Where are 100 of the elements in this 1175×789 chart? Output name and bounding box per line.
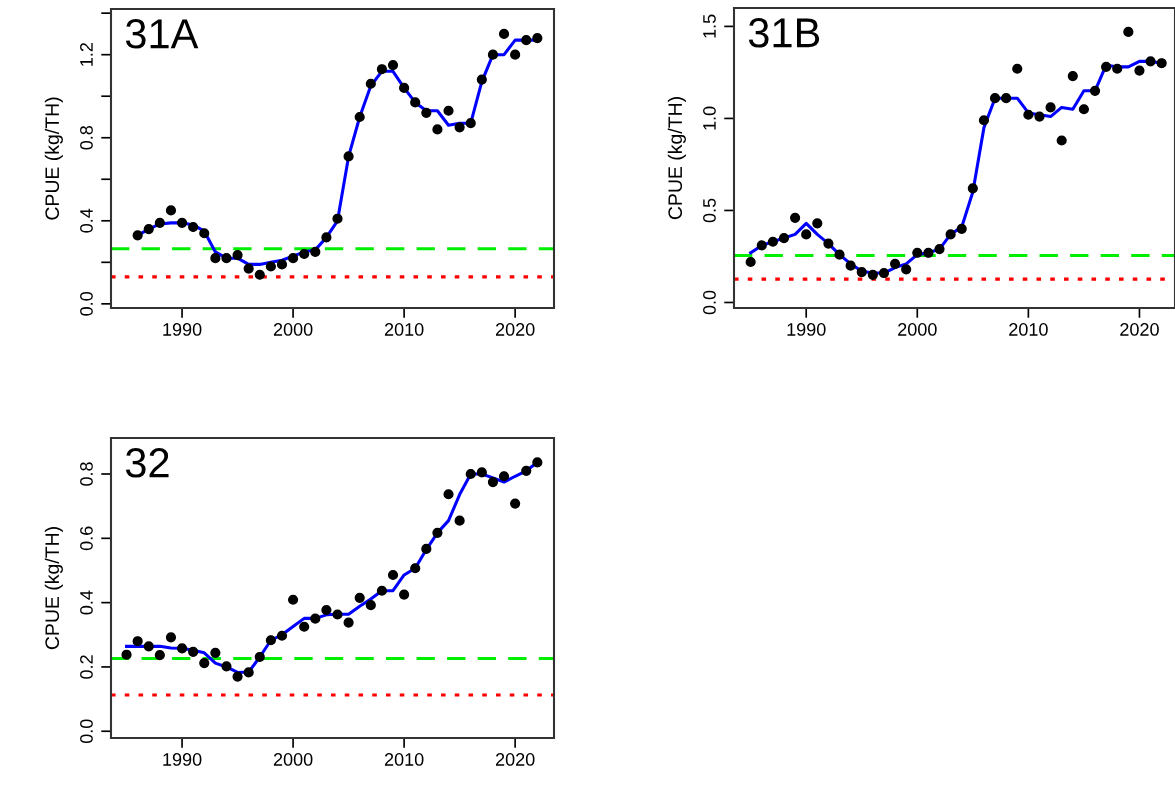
point — [154, 649, 165, 661]
point — [878, 267, 890, 279]
point — [745, 256, 756, 268]
point — [165, 205, 177, 216]
point — [521, 35, 532, 46]
point — [465, 468, 476, 480]
point — [532, 32, 543, 44]
point — [321, 604, 332, 616]
y-axis-title: CPUE (kg/TH) — [44, 97, 63, 220]
x-tick-label: 2020 — [495, 323, 535, 336]
point — [410, 97, 421, 108]
point — [912, 247, 923, 258]
point — [521, 465, 532, 476]
point — [432, 527, 443, 538]
point — [790, 212, 801, 223]
annotation: 31B — [748, 18, 820, 48]
point — [210, 647, 221, 658]
point — [399, 82, 410, 93]
point — [1089, 85, 1101, 96]
point — [176, 217, 188, 228]
y-tick-label: 0.0 — [80, 292, 93, 316]
point — [165, 632, 177, 643]
x-tick-label: 2010 — [384, 753, 424, 766]
point — [143, 641, 154, 652]
point — [310, 246, 321, 258]
y-tick-label: 0.8 — [80, 125, 93, 150]
y-tick-label: 0.6 — [80, 526, 93, 551]
point — [332, 213, 343, 224]
x-tick-label: 2000 — [273, 323, 313, 336]
y-tick-label: 0.0 — [703, 290, 716, 315]
point — [354, 111, 365, 123]
point — [421, 543, 432, 555]
x-tick-label: 1990 — [163, 323, 202, 336]
y-tick-label: 0.8 — [80, 462, 93, 486]
point — [387, 59, 399, 71]
point — [956, 223, 967, 234]
point — [221, 661, 232, 672]
point — [801, 229, 812, 240]
point — [188, 221, 199, 233]
point — [532, 457, 543, 468]
point — [1101, 61, 1112, 72]
point — [265, 635, 276, 646]
point — [254, 269, 265, 280]
point — [934, 244, 945, 255]
point — [812, 218, 823, 229]
point — [487, 49, 499, 60]
point — [287, 253, 299, 264]
point — [365, 78, 376, 89]
point — [176, 643, 188, 654]
point — [199, 657, 210, 669]
point — [221, 253, 232, 264]
point — [276, 630, 288, 641]
y-tick-label: 1.5 — [703, 14, 716, 38]
point — [889, 258, 901, 269]
x-tick-label: 2010 — [1009, 323, 1048, 336]
point — [867, 269, 878, 280]
point — [376, 585, 387, 596]
point — [332, 609, 343, 620]
point — [132, 230, 143, 241]
point — [443, 489, 454, 500]
point — [443, 105, 454, 116]
point — [321, 232, 332, 243]
point — [454, 515, 465, 526]
y-tick-label: 0.5 — [703, 198, 716, 223]
point — [901, 264, 912, 275]
point — [476, 74, 487, 85]
point — [365, 600, 376, 611]
point — [1012, 63, 1023, 74]
point — [232, 671, 243, 682]
point — [510, 49, 521, 60]
annotation: 32 — [125, 448, 169, 478]
y-tick-label: 1.2 — [80, 43, 93, 66]
x-tick-label: 2000 — [898, 323, 937, 336]
point — [1145, 56, 1156, 67]
point — [1156, 58, 1167, 69]
point — [143, 224, 154, 235]
point — [1001, 93, 1012, 104]
x-tick-label: 2020 — [495, 753, 535, 766]
point — [232, 249, 243, 261]
y-tick-label: 0.4 — [80, 208, 93, 233]
point — [487, 476, 499, 488]
point — [432, 124, 443, 135]
x-tick-label: 1990 — [163, 753, 202, 766]
point — [287, 594, 299, 605]
point — [121, 649, 132, 660]
x-tick-label: 2020 — [1120, 323, 1159, 336]
annotation: 31A — [125, 19, 199, 49]
point — [210, 253, 221, 264]
point — [778, 232, 790, 244]
point — [823, 238, 834, 249]
point — [199, 228, 210, 239]
point — [856, 267, 867, 278]
point — [154, 217, 165, 228]
point — [967, 183, 978, 194]
y-tick-label: 0.0 — [80, 719, 93, 744]
point — [756, 240, 767, 251]
point — [410, 563, 421, 574]
point — [1123, 26, 1134, 38]
point — [265, 261, 276, 272]
point — [243, 263, 254, 274]
